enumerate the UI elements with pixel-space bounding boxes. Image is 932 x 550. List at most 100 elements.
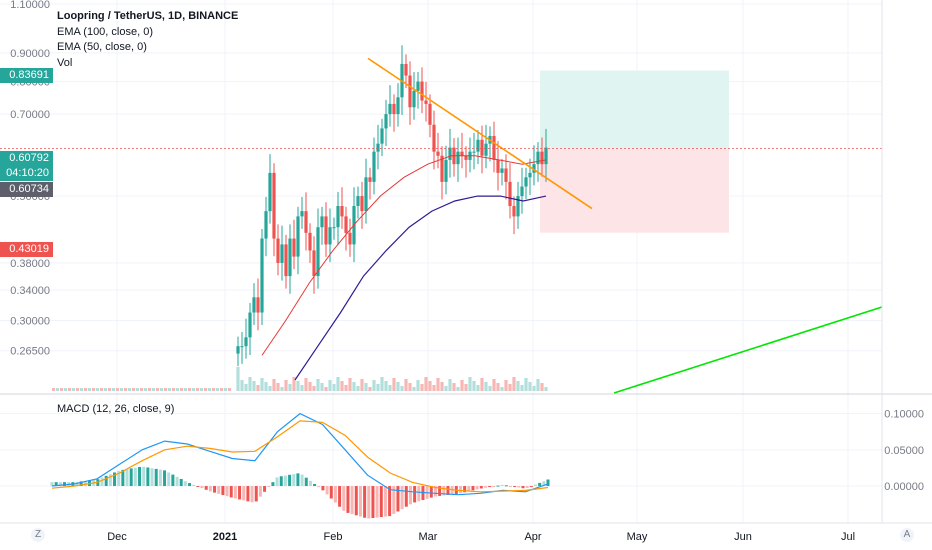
macd-hist-bar <box>529 486 533 488</box>
volume-bar <box>492 379 496 391</box>
price-tick-label: 0.70000 <box>10 109 50 121</box>
macd-hist-bar <box>313 483 317 487</box>
macd-hist-bar <box>433 486 437 497</box>
time-tick-label: Jun <box>734 531 752 543</box>
price-axis[interactable]: 1.100000.900000.800000.700000.500000.380… <box>10 0 50 358</box>
green-trend-line[interactable] <box>613 306 883 394</box>
legend-macd[interactable]: MACD (12, 26, close, 9) <box>57 403 175 415</box>
candle-body <box>528 172 532 178</box>
candle-body <box>496 159 500 173</box>
macd-hist-bar <box>288 474 292 487</box>
volume-bar <box>116 388 119 391</box>
macd-hist-bar <box>117 470 121 487</box>
legend-ema50[interactable]: EMA (50, close, 0) <box>57 41 147 53</box>
volume-bar <box>120 388 123 391</box>
macd-hist-bar <box>388 486 392 517</box>
volume-bar <box>356 386 360 391</box>
volume-bar <box>84 388 87 391</box>
macd-hist-bar <box>104 475 108 487</box>
volume-bar <box>288 384 292 391</box>
trendline[interactable] <box>367 57 593 210</box>
zoom-button[interactable]: Z <box>31 528 45 542</box>
macd-hist-bar <box>488 486 492 488</box>
grid-lines <box>0 0 882 523</box>
volume-bar <box>516 381 520 391</box>
candle-body <box>508 181 512 207</box>
candle-body <box>292 238 296 257</box>
volume-bar <box>96 388 99 391</box>
macd-hist-bar <box>279 476 283 487</box>
volume-bar <box>76 388 79 391</box>
macd-hist-bar <box>250 486 254 503</box>
volume-bar <box>256 385 260 391</box>
target-zone[interactable] <box>540 70 729 149</box>
candle-body <box>300 211 304 217</box>
candle-body <box>372 151 376 182</box>
candle-body <box>416 81 420 91</box>
macd-hist-bar <box>438 486 442 496</box>
macd-hist-bar <box>325 486 329 495</box>
macd-hist-bar <box>292 474 296 487</box>
macd-hist-bar <box>242 486 246 501</box>
volume-bar <box>216 388 219 391</box>
signal-line <box>51 420 549 493</box>
volume-bar <box>196 388 199 391</box>
time-tick-label: Jul <box>841 531 855 543</box>
volume-bar <box>472 381 476 391</box>
stop-zone[interactable] <box>540 148 729 233</box>
auto-scale-button[interactable]: A <box>900 528 914 542</box>
price-tick-label: 0.90000 <box>10 48 50 60</box>
volume-bar <box>168 388 171 391</box>
volume-bar <box>360 379 364 391</box>
volume-bar <box>440 382 444 391</box>
last-price-tag: 0.60792 <box>0 151 53 166</box>
time-tick-label: May <box>627 531 648 543</box>
macd-hist-bar <box>183 481 187 487</box>
macd-hist-bar <box>354 486 358 516</box>
candle-body <box>276 238 280 263</box>
volume-bar <box>368 387 372 391</box>
candle-body <box>328 227 332 245</box>
candle-body <box>460 151 464 156</box>
macd-hist-bar <box>508 486 512 488</box>
volume-bar <box>504 380 508 391</box>
time-axis[interactable]: Dec 2021 Feb Mar Apr May Jun Jul <box>107 531 855 543</box>
volume-bar <box>60 388 63 391</box>
macd-hist-bar <box>113 472 117 487</box>
volume-bar <box>352 382 356 391</box>
candle-body <box>364 177 368 212</box>
candle-body <box>388 103 392 115</box>
volume-bar <box>476 385 480 391</box>
macd-hist-bar <box>396 486 400 512</box>
macd-hist-bar <box>379 486 383 518</box>
candle-body <box>532 164 536 173</box>
volume-bar <box>312 386 316 391</box>
legend-ema100[interactable]: EMA (100, close, 0) <box>57 26 153 38</box>
candle-body <box>404 63 408 76</box>
volume-bar <box>304 378 308 391</box>
volume-bar <box>388 385 392 391</box>
chart-title[interactable]: Loopring / TetherUS, 1D, BINANCE <box>57 10 239 22</box>
macd-hist-bar <box>233 486 237 499</box>
macd-hist-bar <box>333 486 337 503</box>
macd-hist-bar <box>300 474 304 487</box>
legend-vol[interactable]: Vol <box>57 57 73 69</box>
volume-bar <box>456 387 460 391</box>
macd-hist-bar <box>538 482 542 487</box>
volume-bar <box>424 377 428 391</box>
macd-hist-bar <box>283 475 287 487</box>
macd-hist-bar <box>492 486 496 488</box>
volume-bar <box>316 379 320 391</box>
macd-hist-bar <box>217 486 221 494</box>
volume-bar <box>160 388 163 391</box>
volume-bar <box>496 383 500 391</box>
macd-axis[interactable]: 0.10000 0.05000 0.00000 <box>884 409 924 493</box>
volume-bar <box>64 388 67 391</box>
macd-hist-bar <box>500 484 504 487</box>
macd-hist-bar <box>200 486 204 489</box>
volume-bar <box>156 388 159 391</box>
candle-body <box>516 196 520 217</box>
macd-hist-bar <box>179 478 183 487</box>
macd-hist-bar <box>138 466 142 487</box>
